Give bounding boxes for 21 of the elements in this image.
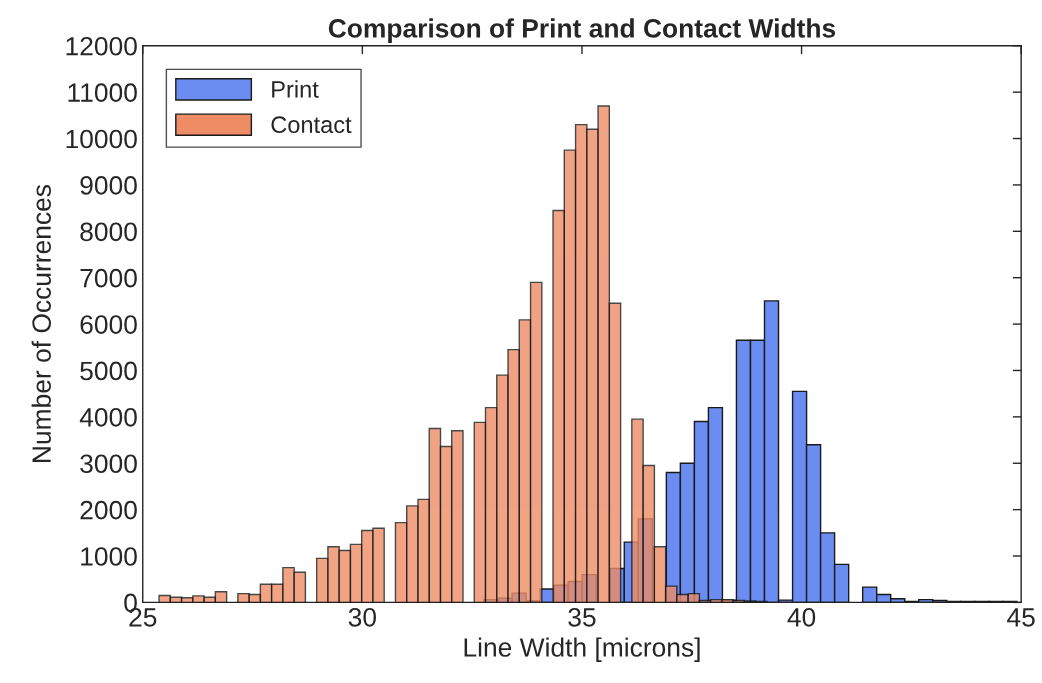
y-tick-label: 11000 xyxy=(68,83,137,102)
y-axis-title: Number of Occurrences xyxy=(31,184,51,462)
x-axis-title: Line Width [microns] xyxy=(464,637,700,663)
y-tick-label: 6000 xyxy=(80,315,137,334)
y-tick-label: 8000 xyxy=(80,222,137,242)
x-tick-label: 35 xyxy=(568,607,596,627)
y-tick-label: 4000 xyxy=(79,407,137,427)
y-tick-label: 10000 xyxy=(66,129,137,149)
y-tick-label: 9000 xyxy=(80,176,137,195)
y-tick-label: 12000 xyxy=(66,36,137,56)
y-tick-label: 1000 xyxy=(81,547,137,566)
y-tick-label: 3000 xyxy=(80,454,137,474)
y-tick-label: 2000 xyxy=(80,500,137,520)
legend-label: Contact xyxy=(271,116,352,134)
x-tick-label: 40 xyxy=(787,607,816,627)
chart-title: Comparison of Print and Contact Widths xyxy=(328,18,836,43)
x-tick-label: 45 xyxy=(1007,608,1035,627)
y-tick-label: 7000 xyxy=(80,268,137,288)
legend-label: Print xyxy=(272,80,319,98)
y-tick-label: 5000 xyxy=(80,361,137,381)
x-tick-label: 30 xyxy=(348,607,376,627)
